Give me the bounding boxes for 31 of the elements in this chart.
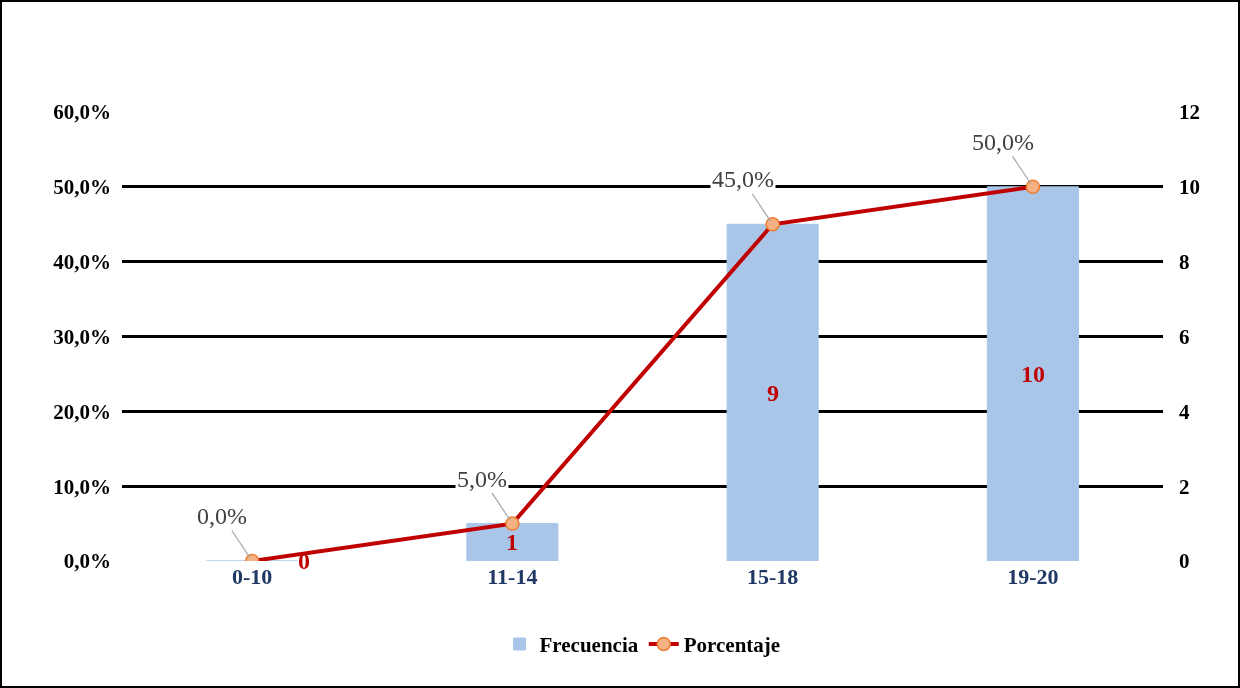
y2-tick-label: 0 (1179, 549, 1190, 574)
y-tick-label: 0,0% (63, 549, 111, 574)
bar (986, 186, 1079, 561)
data-label: 0 (298, 548, 310, 574)
data-label: 10 (1021, 361, 1045, 387)
y-tick-label: 40,0% (53, 250, 111, 275)
x-tick-label: 11-14 (487, 564, 538, 589)
data-label: 5,0% (457, 466, 507, 492)
y-tick-label: 10,0% (53, 474, 111, 499)
y-tick-label: 20,0% (53, 399, 111, 424)
legend-label: Porcentaje (683, 633, 781, 658)
data-label: 45,0% (712, 166, 774, 192)
bar (726, 223, 819, 561)
x-tick-label: 19-20 (1007, 564, 1059, 589)
x-tick-label: 0-10 (231, 564, 273, 589)
y-tick-label: 50,0% (53, 175, 111, 200)
y2-tick-label: 8 (1179, 250, 1190, 275)
data-label: 9 (767, 380, 779, 406)
y2-tick-label: 10 (1179, 175, 1200, 200)
y2-tick-label: 12 (1179, 100, 1200, 125)
y2-tick-label: 6 (1179, 324, 1190, 349)
y-tick-label: 30,0% (53, 324, 111, 349)
y2-tick-label: 2 (1179, 474, 1190, 499)
x-tick-label: 15-18 (746, 564, 799, 589)
y-tick-label: 60,0% (53, 100, 111, 125)
data-label: 0,0% (197, 503, 247, 529)
bar (466, 523, 559, 561)
legend-label: Frecuencia (539, 633, 639, 658)
data-label: 50,0% (972, 129, 1034, 155)
y2-tick-label: 4 (1179, 399, 1190, 424)
data-label: 1 (506, 529, 518, 555)
